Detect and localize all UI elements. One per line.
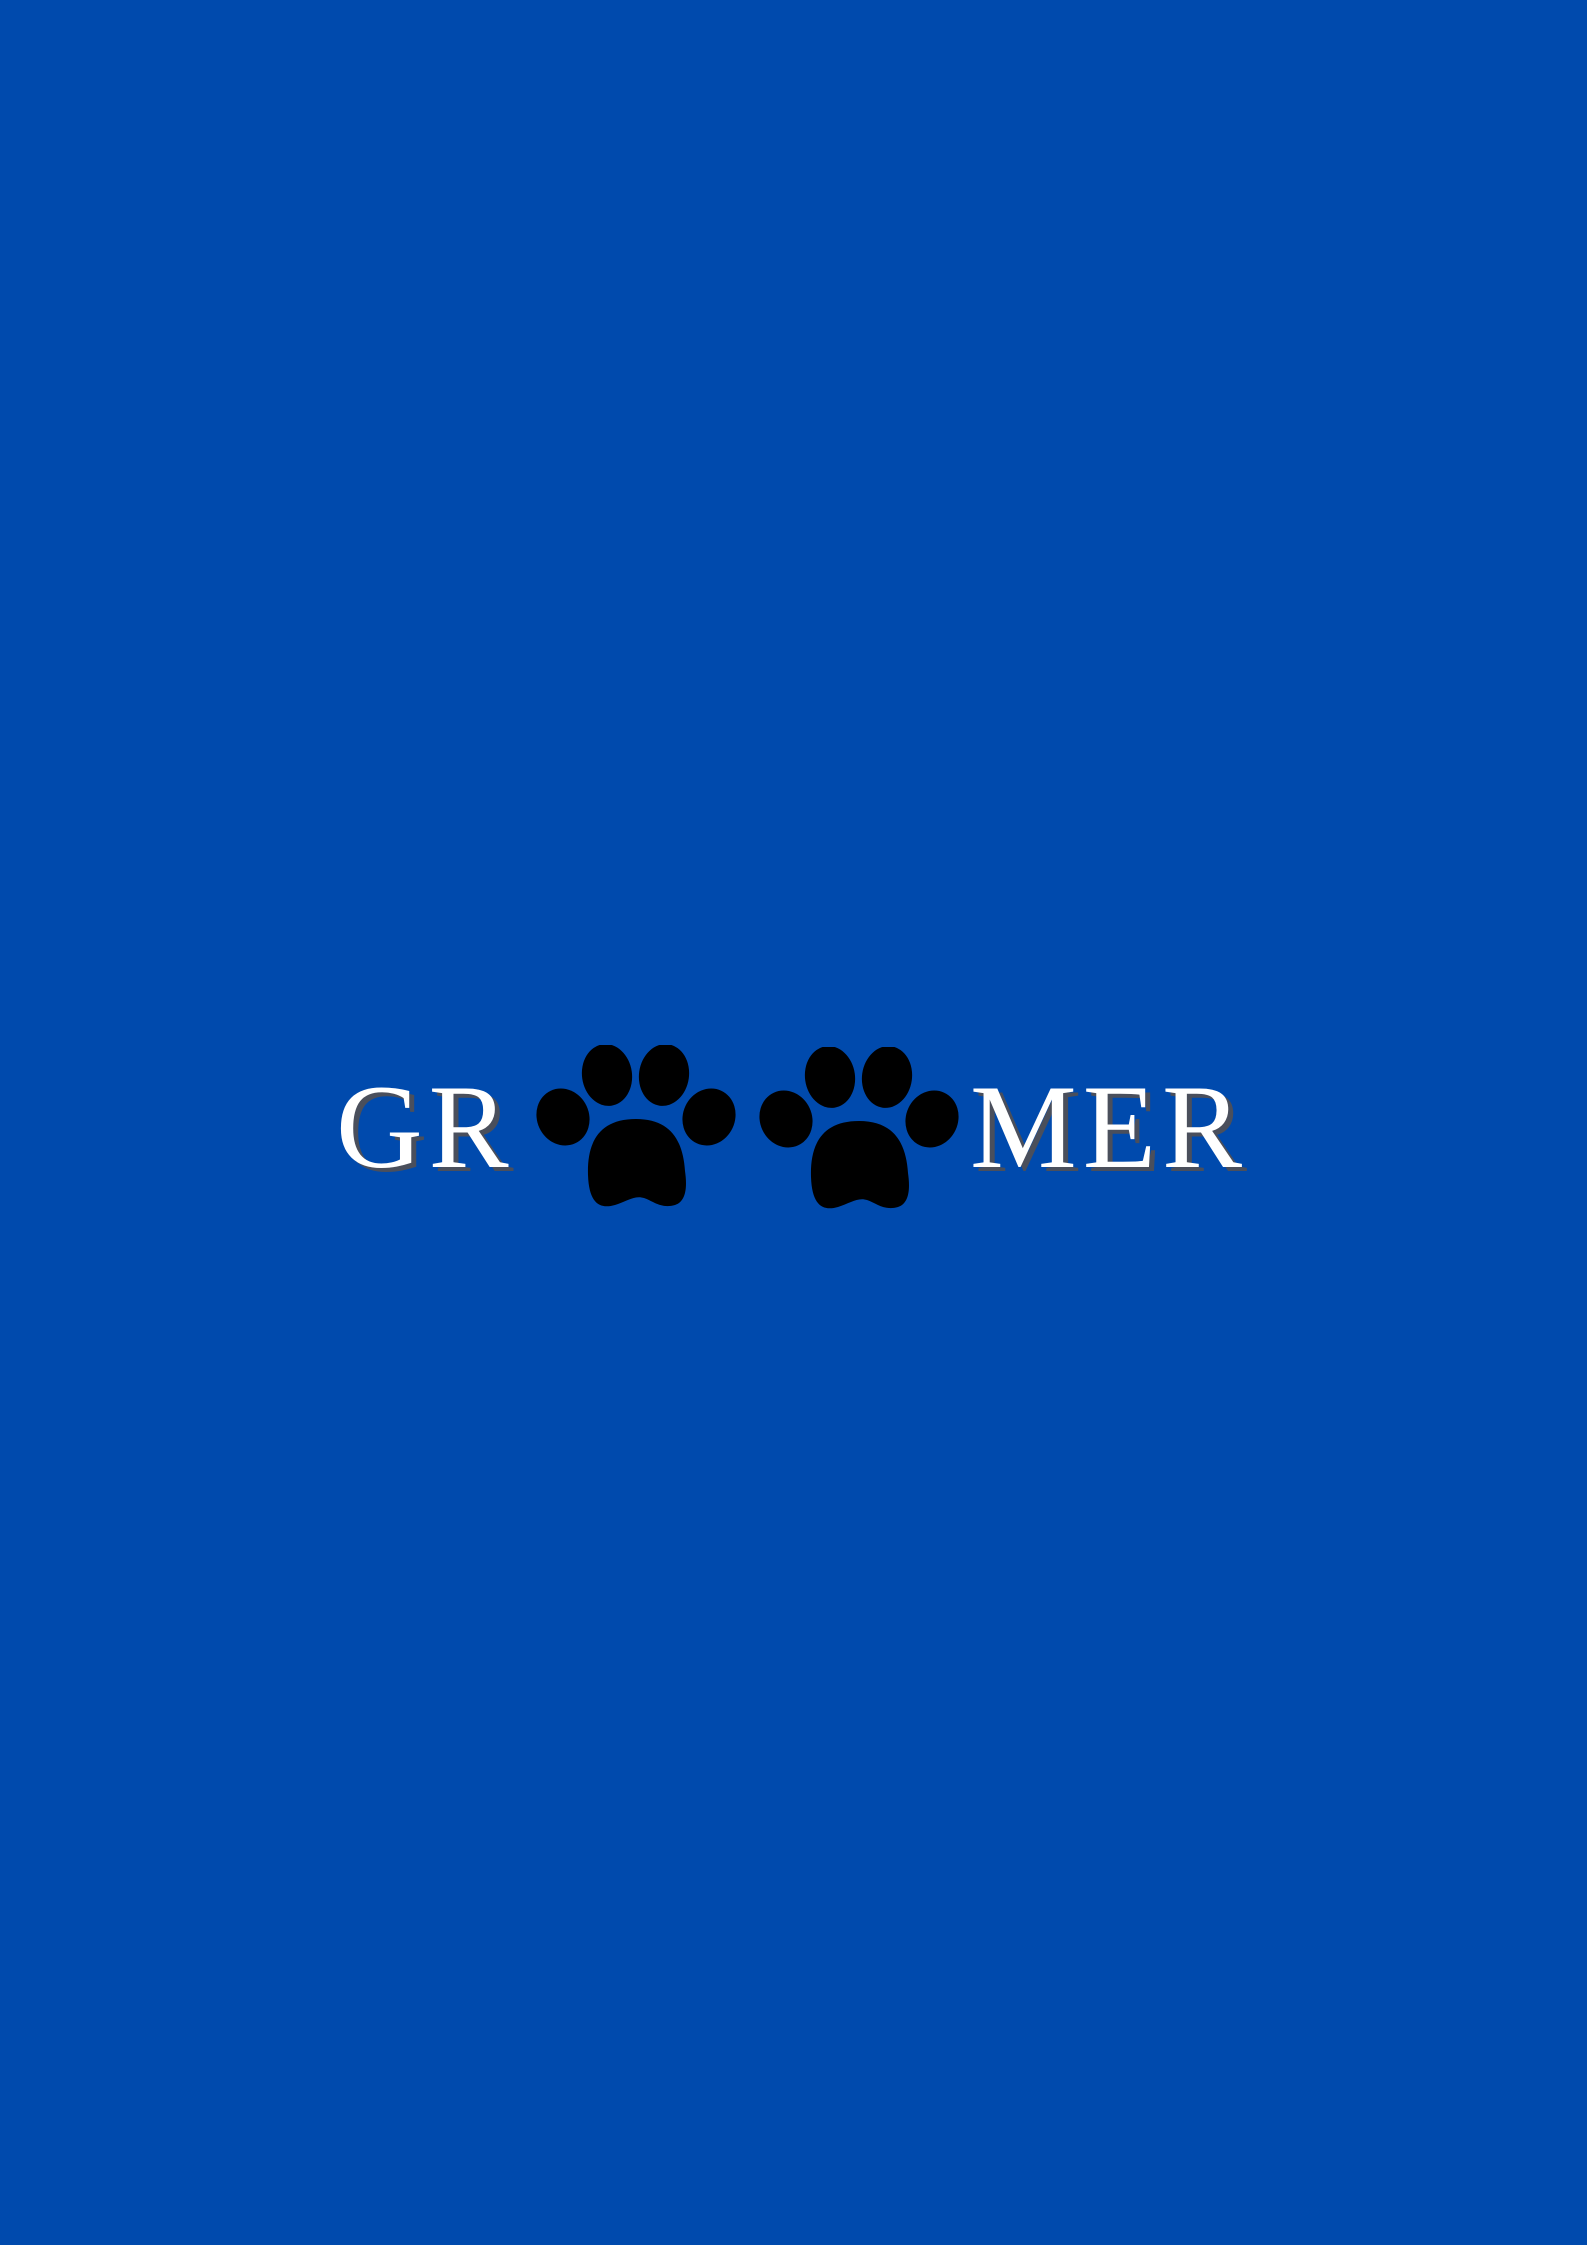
logo-text-right: MER: [970, 1060, 1249, 1193]
paw-print-icon: [758, 1047, 968, 1217]
paw-print-icon: [535, 1045, 745, 1215]
groomer-logo: GR: [330, 1045, 1250, 1215]
logo-text-left: GR: [336, 1060, 515, 1193]
